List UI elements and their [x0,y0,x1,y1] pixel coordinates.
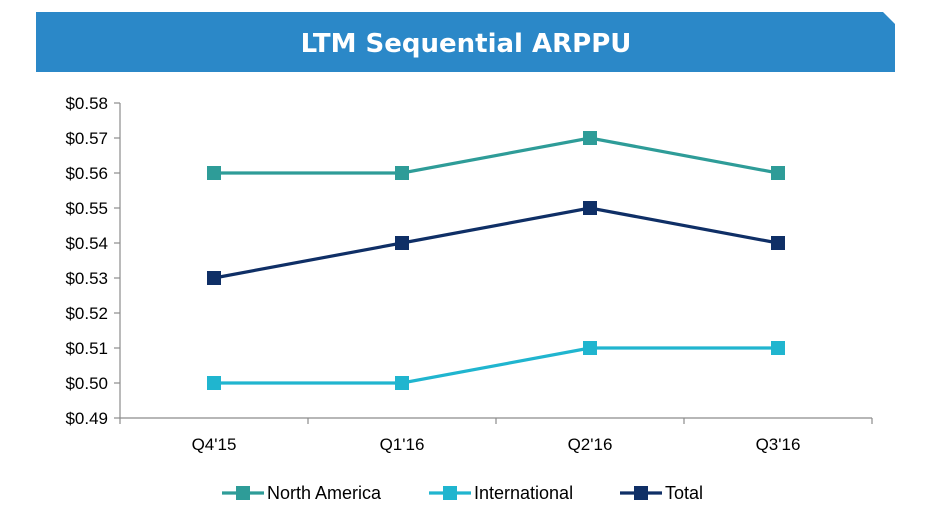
series-north-america [207,131,785,180]
y-tick-label: $0.49 [65,409,108,428]
y-tick-label: $0.55 [65,199,108,218]
legend-item: International [429,483,573,503]
series-line [214,346,778,385]
data-point [583,341,597,355]
legend-marker [236,486,250,500]
y-tick-label: $0.53 [65,269,108,288]
legend-label: Total [665,483,703,503]
legend-marker [634,486,648,500]
x-tick-label: Q2'16 [568,435,613,454]
series-layer [207,131,785,390]
x-axis-ticks: Q4'15 Q1'16 Q2'16 Q3'16 [119,418,873,454]
y-tick-label: $0.50 [65,374,108,393]
data-point [207,271,221,285]
data-point [395,376,409,390]
data-point [583,201,597,215]
y-tick-label: $0.54 [65,234,108,253]
legend-marker [443,486,457,500]
y-tick-label: $0.52 [65,304,108,323]
data-point [771,166,785,180]
y-tick-label: $0.57 [65,129,108,148]
data-point [207,166,221,180]
legend-item: North America [222,483,382,503]
chart-title: LTM Sequential ARPPU [301,29,632,59]
legend-item: Total [620,483,703,503]
series-total [207,201,785,285]
data-point [395,236,409,250]
x-tick-label: Q3'16 [756,435,801,454]
series-line [214,136,779,175]
legend-label: North America [267,483,382,503]
series-line [213,206,779,280]
data-point [771,341,785,355]
y-tick-label: $0.56 [65,164,108,183]
title-banner [36,12,895,72]
data-point [207,376,221,390]
x-tick-label: Q4'15 [192,435,237,454]
x-tick-label: Q1'16 [380,435,425,454]
legend-label: International [474,483,573,503]
y-tick-label: $0.51 [65,339,108,358]
series-international [207,341,785,390]
legend: North America International Total [222,483,703,503]
data-point [395,166,409,180]
y-tick-label: $0.58 [65,94,108,113]
y-axis-ticks: $0.49 $0.50 $0.51 $0.52 $0.53 $0.54 $0.55 $0.56… [65,94,120,428]
data-point [771,236,785,250]
data-point [583,131,597,145]
axes [119,103,872,419]
